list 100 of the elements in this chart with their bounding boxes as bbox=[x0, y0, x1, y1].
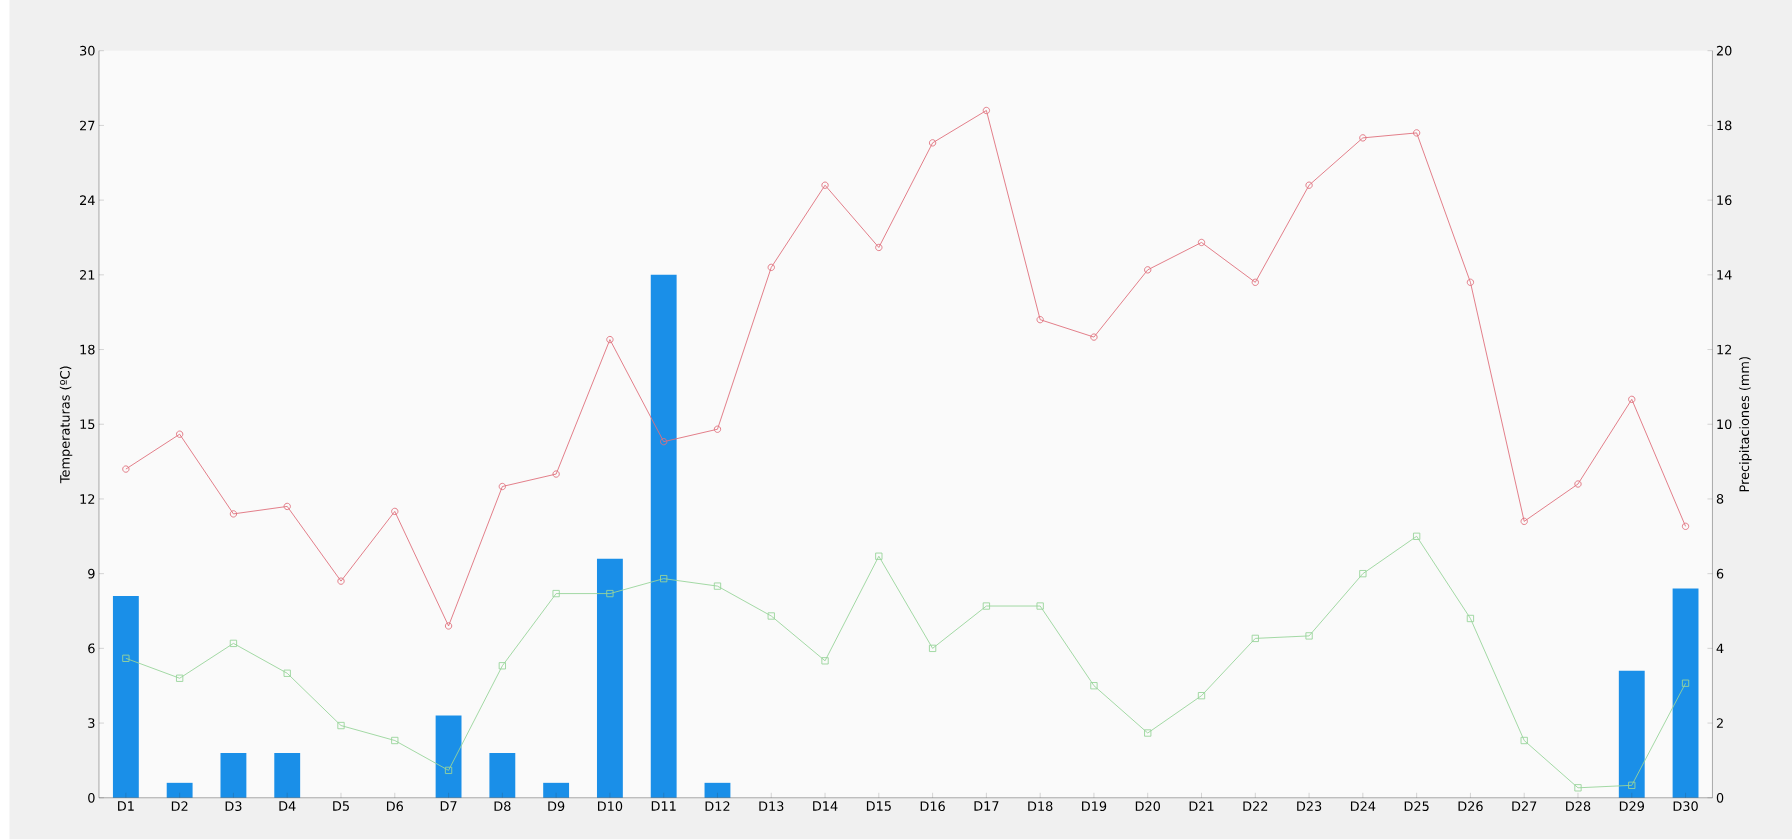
point bbox=[1628, 395, 1636, 404]
x-tick-label: D23 bbox=[1297, 801, 1322, 812]
point bbox=[1574, 784, 1582, 792]
y2-tick-label: 6 bbox=[1716, 569, 1724, 579]
point bbox=[821, 657, 829, 665]
point bbox=[1251, 278, 1259, 287]
point bbox=[498, 483, 506, 491]
point bbox=[1036, 316, 1044, 324]
point bbox=[1359, 134, 1367, 142]
point bbox=[444, 622, 453, 630]
point bbox=[1090, 333, 1098, 341]
x-tick-label: D20 bbox=[1135, 801, 1161, 812]
x-tick-label: D14 bbox=[813, 801, 838, 811]
x-tick-label: D2 bbox=[171, 801, 188, 812]
x-tick-label: D27 bbox=[1512, 801, 1537, 812]
y2-tick-label: 8 bbox=[1716, 494, 1724, 505]
y-tick-label: 0 bbox=[88, 793, 95, 803]
point bbox=[229, 639, 238, 648]
y-tick-label: 12 bbox=[80, 494, 95, 504]
point bbox=[875, 244, 883, 252]
point bbox=[660, 575, 668, 583]
point bbox=[498, 662, 506, 670]
y2-tick-label: 10 bbox=[1717, 419, 1732, 430]
point bbox=[821, 181, 829, 190]
point bbox=[444, 766, 453, 775]
x-tick-label: D1 bbox=[118, 801, 134, 811]
x-tick-label: D15 bbox=[866, 801, 891, 812]
bar bbox=[489, 753, 516, 798]
point bbox=[1251, 634, 1259, 643]
bar bbox=[704, 783, 731, 798]
y-tick-label: 18 bbox=[80, 344, 95, 355]
x-tick-label: D17 bbox=[974, 801, 999, 811]
point bbox=[928, 139, 937, 147]
y2-tick-label: 18 bbox=[1717, 120, 1732, 131]
point bbox=[982, 602, 991, 610]
point bbox=[229, 510, 238, 518]
point bbox=[1197, 239, 1206, 247]
y2-tick-label: 14 bbox=[1717, 270, 1732, 280]
y2-tick-label: 2 bbox=[1716, 718, 1723, 729]
y-tick-label: 21 bbox=[80, 270, 95, 280]
y-tick-label: 27 bbox=[80, 120, 95, 131]
point bbox=[767, 612, 775, 620]
point bbox=[1144, 729, 1152, 737]
point bbox=[391, 507, 399, 516]
point bbox=[1520, 737, 1528, 745]
bar bbox=[1672, 588, 1699, 798]
x-tick-label: D29 bbox=[1619, 801, 1645, 812]
point bbox=[928, 644, 937, 653]
point bbox=[176, 430, 184, 439]
point bbox=[1144, 266, 1152, 274]
point bbox=[1359, 570, 1367, 578]
point bbox=[1036, 602, 1044, 610]
x-tick-label: D30 bbox=[1673, 801, 1698, 812]
x-tick-label: D12 bbox=[705, 801, 730, 812]
point bbox=[982, 107, 991, 115]
x-tick-label: D25 bbox=[1404, 801, 1429, 812]
point bbox=[606, 336, 614, 344]
point bbox=[122, 465, 130, 473]
x-tick-label: D6 bbox=[386, 801, 404, 812]
x-tick-label: D21 bbox=[1189, 801, 1214, 812]
point bbox=[1681, 522, 1690, 531]
point bbox=[1574, 480, 1582, 488]
point bbox=[552, 590, 560, 598]
x-tick-label: D4 bbox=[279, 801, 296, 811]
x-tick-label: D7 bbox=[440, 801, 457, 811]
y-tick-label: 9 bbox=[88, 569, 95, 579]
y2-tick-label: 12 bbox=[1717, 344, 1732, 355]
x-tick-label: D18 bbox=[1028, 801, 1053, 812]
point bbox=[391, 737, 399, 745]
point bbox=[1628, 781, 1636, 790]
x-tick-label: D24 bbox=[1350, 801, 1376, 812]
x-tick-label: D19 bbox=[1082, 801, 1107, 812]
point bbox=[283, 503, 291, 511]
x-tick-label: D28 bbox=[1566, 801, 1591, 812]
y2-axis-title: Precipitaciones (mm) bbox=[1739, 357, 1752, 492]
point bbox=[176, 674, 184, 683]
point bbox=[606, 590, 614, 598]
x-tick-label: D10 bbox=[598, 801, 623, 812]
x-tick-label: D8 bbox=[494, 801, 511, 812]
point bbox=[337, 722, 345, 730]
point bbox=[1413, 129, 1421, 137]
point bbox=[1305, 181, 1313, 190]
point bbox=[337, 577, 345, 585]
bar bbox=[112, 596, 139, 798]
x-tick-label: D11 bbox=[651, 801, 676, 811]
point bbox=[1466, 615, 1475, 623]
bar bbox=[220, 753, 247, 798]
point bbox=[875, 552, 883, 561]
y-tick-label: 24 bbox=[80, 195, 95, 206]
bar bbox=[543, 783, 570, 798]
point bbox=[1305, 632, 1313, 640]
x-tick-label: D22 bbox=[1243, 801, 1268, 812]
x-tick-label: D16 bbox=[920, 801, 945, 812]
bar bbox=[274, 753, 301, 798]
point bbox=[713, 425, 722, 434]
x-tick-label: D5 bbox=[333, 801, 349, 812]
x-tick-label: D3 bbox=[225, 801, 242, 812]
point bbox=[660, 438, 668, 446]
y-tick-label: 30 bbox=[80, 46, 95, 56]
point bbox=[713, 582, 722, 590]
